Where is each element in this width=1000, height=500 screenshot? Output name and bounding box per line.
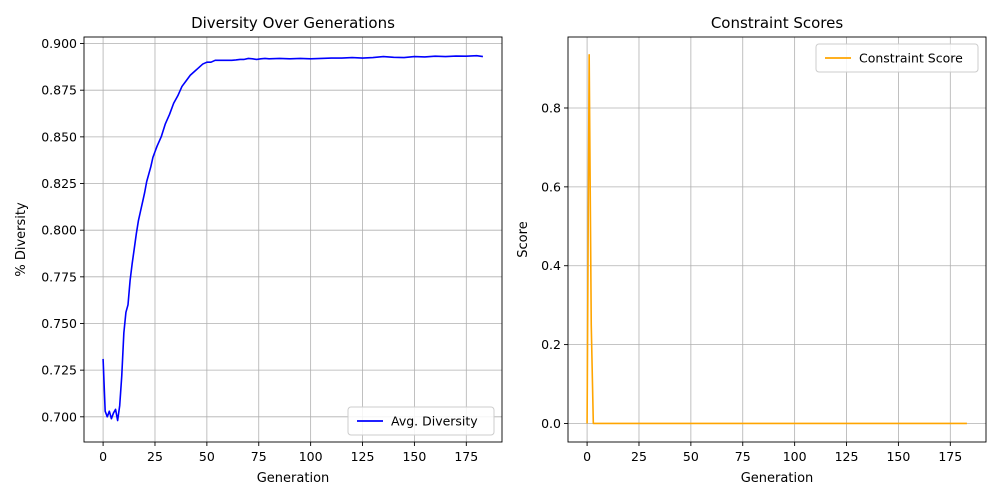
diversity-chart: 0 25 50 75 100 125 150 175 0.700 0.725 0.750 0.775 0… [14,14,503,486]
x-tick-label: 100 [783,449,807,464]
x-tick-label: 125 [351,449,375,464]
y-tick-label: 0.900 [41,36,77,51]
x-tick-label: 0 [583,449,591,464]
y-tick-label: 0.800 [41,223,77,238]
y-tick-label: 0.850 [41,129,77,144]
y-tick-label: 0.8 [541,100,561,115]
axes-frame [83,36,503,443]
y-axis-label: Score [516,221,531,257]
chart-title: Diversity Over Generations [191,14,395,32]
y-tick-label: 0.750 [41,316,77,331]
y-tick-label: 0.775 [41,269,77,284]
x-tick-label: 150 [886,449,910,464]
y-tick-label: 0.875 [41,83,77,98]
y-tick-label: 0.0 [541,416,561,431]
x-tick-label: 25 [147,449,163,464]
y-tick-label: 0.825 [41,176,77,191]
x-tick-label: 0 [99,449,107,464]
x-tick-label: 50 [683,449,699,464]
x-tick-label: 75 [735,449,751,464]
x-tick-label: 125 [835,449,859,464]
x-tick-label: 175 [454,449,478,464]
y-tick-label: 0.725 [41,363,77,378]
legend-box [815,43,979,73]
constraint-chart: 0 25 50 75 100 125 150 175 0.0 0.2 0.4 0.6 0.8 Constr… [516,14,987,486]
grid [84,37,502,442]
x-tick-label: 100 [299,449,323,464]
series-line-0 [586,53,967,425]
x-tick-label: 75 [251,449,267,464]
chart-title: Constraint Scores [711,14,844,32]
x-tick-label: 25 [631,449,647,464]
legend: Constraint Score [815,43,979,73]
y-tick-label: 0.6 [541,179,561,194]
x-axis-label: Generation [257,471,330,486]
series-line-0 [102,54,484,422]
x-axis-label: Generation [741,471,814,486]
grid [568,37,986,442]
x-tick-label: 50 [199,449,215,464]
y-tick-label: 0.2 [541,337,561,352]
y-axis-label: % Diversity [14,202,29,277]
legend-label: Constraint Score [859,51,963,66]
y-tick-label: 0.700 [41,409,77,424]
x-tick-label: 175 [938,449,962,464]
x-tick-label: 150 [402,449,426,464]
legend: Avg. Diversity [347,406,495,436]
legend-label: Avg. Diversity [391,414,478,429]
axes-frame [567,36,987,443]
legend-box [347,406,495,436]
y-tick-label: 0.4 [541,258,561,273]
